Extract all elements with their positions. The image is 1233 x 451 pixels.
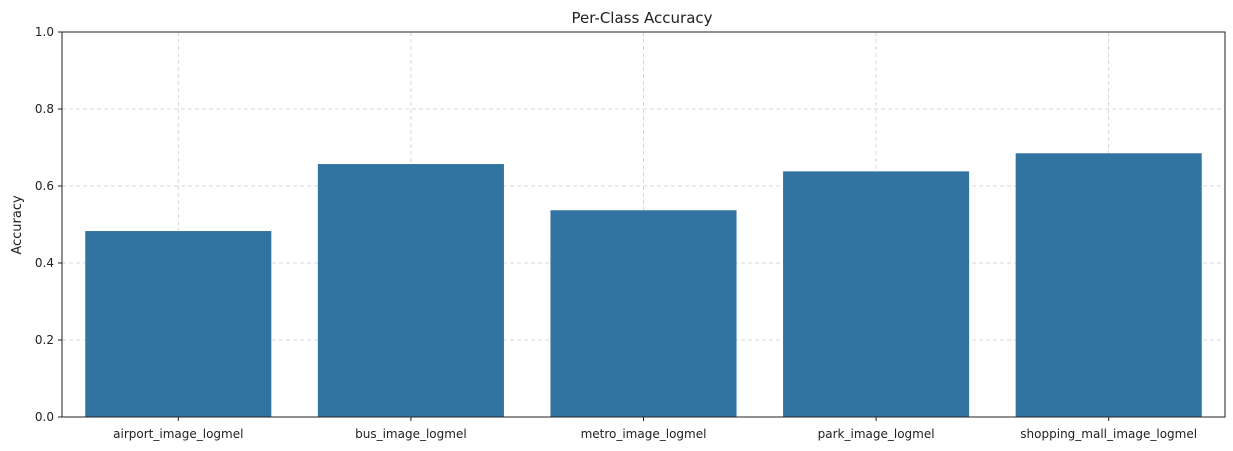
tick-labels: 0.0 0.2 0.4 0.6 0.8 1.0 airport_image_logmel bu… [35, 25, 1197, 441]
plot-frame [61, 31, 1226, 418]
bar-airport_image_logmel [85, 231, 272, 417]
bars [85, 153, 1202, 417]
x-tick-label: park_image_logmel [818, 427, 935, 441]
x-tick-label: shopping_mall_image_logmel [1020, 427, 1197, 441]
bar-bus_image_logmel [317, 164, 504, 417]
axes [58, 31, 1226, 421]
y-tick-label: 0.6 [35, 179, 54, 193]
y-tick-label: 0.8 [35, 102, 54, 116]
bar-shopping_mall_image_logmel [1015, 153, 1202, 417]
x-tick-label: metro_image_logmel [581, 427, 707, 441]
chart-title: Per-Class Accuracy [571, 9, 712, 27]
y-tick-label: 0.4 [35, 256, 54, 270]
x-tick-label: bus_image_logmel [355, 427, 467, 441]
bar-park_image_logmel [783, 171, 970, 417]
bar-metro_image_logmel [550, 210, 737, 417]
y-tick-label: 0.2 [35, 333, 54, 347]
y-tick-label: 1.0 [35, 25, 54, 39]
y-axis-title: Accuracy [10, 195, 25, 255]
y-tick-label: 0.0 [35, 410, 54, 424]
x-tick-label: airport_image_logmel [113, 427, 243, 441]
